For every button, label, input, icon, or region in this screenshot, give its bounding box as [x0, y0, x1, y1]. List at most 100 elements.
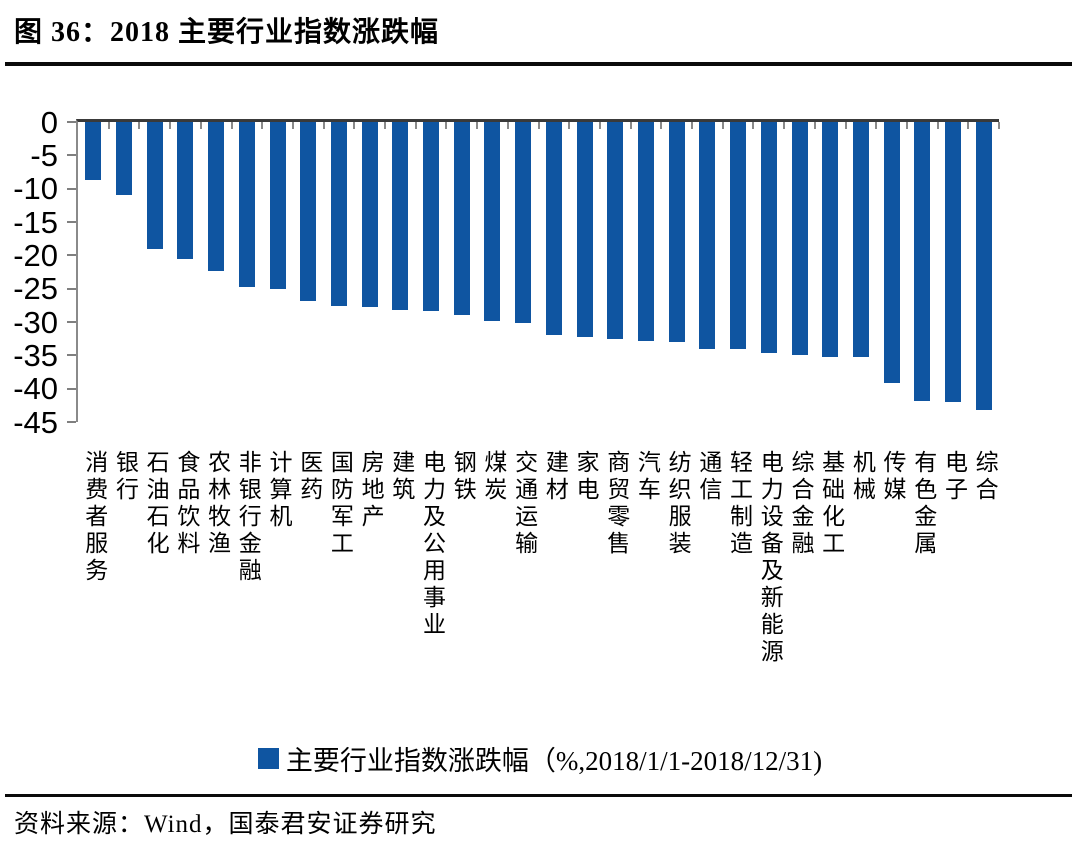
bar — [208, 122, 225, 271]
y-tick-mark — [67, 321, 76, 323]
x-label: 基础化工 — [815, 450, 846, 558]
y-tick-label: -30 — [13, 304, 58, 340]
y-tick: -5 — [30, 138, 76, 172]
x-label: 建筑 — [385, 450, 416, 504]
bar-column — [815, 122, 847, 422]
x-labels: 消费者服务 银行 石油石化 食品饮料 农林牧渔 非银行金融 计算机 医药 国防军工 房地产 建筑 电力… — [78, 450, 999, 735]
bar-column — [477, 122, 509, 422]
x-label: 医药 — [293, 450, 324, 504]
bar — [269, 122, 286, 290]
x-label-text: 银行 — [112, 450, 138, 504]
x-label-text: 计算机 — [265, 450, 291, 531]
x-label: 非银行金融 — [232, 450, 263, 585]
x-axis-tick — [629, 122, 632, 129]
x-axis-tick — [691, 122, 694, 129]
bar-column — [139, 122, 172, 422]
y-tick-label: -10 — [13, 171, 58, 207]
bar-column — [753, 122, 786, 422]
bar — [484, 122, 501, 321]
x-label-text: 商贸零售 — [603, 450, 629, 558]
y-tick-mark — [67, 287, 76, 290]
bar — [515, 122, 532, 323]
x-label: 商贸零售 — [600, 450, 631, 558]
bar-column — [876, 122, 908, 422]
bar — [883, 122, 900, 384]
title-rule — [5, 62, 1072, 66]
bar — [177, 122, 194, 260]
x-label: 纺织服装 — [661, 450, 692, 558]
y-tick-label: -20 — [13, 237, 58, 273]
x-label: 银行 — [109, 450, 140, 504]
x-label-text: 建筑 — [388, 450, 414, 504]
x-label-text: 医药 — [296, 450, 322, 504]
bar — [699, 122, 716, 349]
bar-column — [354, 122, 387, 422]
bar — [330, 122, 347, 306]
bar-column — [907, 122, 939, 422]
y-tick: -20 — [13, 238, 76, 272]
x-axis-tick — [384, 122, 387, 129]
x-label-text: 家电 — [573, 450, 599, 504]
y-tick-mark — [67, 254, 76, 257]
bar — [300, 122, 317, 301]
y-axis: 0 -5 -10 -15 -20 -25 -30 -35 -40 -45 — [0, 107, 76, 438]
y-tick: 0 — [41, 105, 76, 139]
bar — [975, 122, 992, 410]
x-axis-tick — [752, 122, 755, 129]
x-axis-tick — [230, 122, 233, 129]
x-label-text: 国防军工 — [327, 450, 353, 558]
bar — [760, 122, 777, 353]
x-label: 汽车 — [631, 450, 662, 504]
x-label-text: 综合 — [972, 450, 998, 504]
y-tick: -40 — [13, 372, 76, 406]
x-axis-tick — [291, 122, 294, 129]
bar — [668, 122, 685, 342]
y-tick-label: -45 — [13, 404, 58, 440]
y-tick-mark — [67, 354, 76, 357]
bar-column — [262, 122, 294, 422]
x-axis-tick — [138, 122, 141, 129]
x-axis-tick — [660, 122, 663, 129]
x-label-text: 综合金融 — [787, 450, 813, 558]
x-label-text: 基础化工 — [818, 450, 844, 558]
bar — [791, 122, 808, 356]
bar-column — [692, 122, 724, 422]
bar-column — [170, 122, 202, 422]
figure-title: 图 36：2018 主要行业指数涨跌幅 — [14, 17, 440, 48]
x-axis-tick — [936, 122, 939, 129]
bar-column — [201, 122, 233, 422]
x-label-text: 钢铁 — [450, 450, 476, 504]
y-tick-label: -15 — [13, 204, 58, 240]
x-label-text: 通信 — [695, 450, 721, 504]
y-tick-label: -35 — [13, 337, 58, 373]
bar — [453, 122, 470, 315]
bar-column — [723, 122, 755, 422]
bar-column — [968, 122, 1001, 422]
bar — [545, 122, 562, 335]
x-label-text: 农林牧渔 — [204, 450, 230, 558]
x-label-text: 纺织服装 — [665, 450, 691, 558]
x-label: 建材 — [539, 450, 570, 504]
y-tick-mark — [67, 187, 76, 190]
bar — [238, 122, 255, 287]
y-tick-label: -25 — [13, 271, 58, 307]
bar-column — [78, 122, 110, 422]
bar — [116, 122, 133, 195]
x-label-text: 石油石化 — [143, 450, 169, 558]
x-label-text: 煤炭 — [480, 450, 506, 504]
x-label: 房地产 — [354, 450, 385, 531]
x-label: 电力设备及新能源 — [753, 450, 784, 666]
x-label-text: 轻工制造 — [726, 450, 752, 558]
x-label: 计算机 — [262, 450, 293, 531]
x-label: 国防军工 — [324, 450, 355, 558]
x-label-text: 建材 — [542, 450, 568, 504]
y-tick: -25 — [13, 272, 76, 306]
x-axis-tick — [721, 122, 724, 129]
x-label: 有色金属 — [907, 450, 938, 558]
x-axis-tick — [261, 122, 264, 129]
bar — [361, 122, 378, 308]
x-axis-tick — [199, 122, 202, 129]
legend-marker-icon — [257, 748, 279, 769]
footer-rule — [5, 794, 1072, 797]
x-axis-tick — [353, 122, 356, 129]
